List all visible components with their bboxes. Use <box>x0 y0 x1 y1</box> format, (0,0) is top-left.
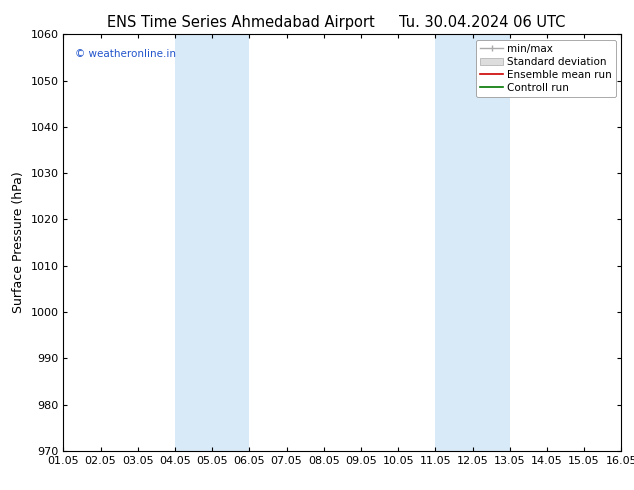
Bar <box>175 34 249 451</box>
Text: ENS Time Series Ahmedabad Airport: ENS Time Series Ahmedabad Airport <box>107 15 375 30</box>
Legend: min/max, Standard deviation, Ensemble mean run, Controll run: min/max, Standard deviation, Ensemble me… <box>476 40 616 97</box>
Text: Tu. 30.04.2024 06 UTC: Tu. 30.04.2024 06 UTC <box>399 15 565 30</box>
Text: © weatheronline.in: © weatheronline.in <box>75 49 176 59</box>
Bar <box>436 34 510 451</box>
Y-axis label: Surface Pressure (hPa): Surface Pressure (hPa) <box>12 172 25 314</box>
